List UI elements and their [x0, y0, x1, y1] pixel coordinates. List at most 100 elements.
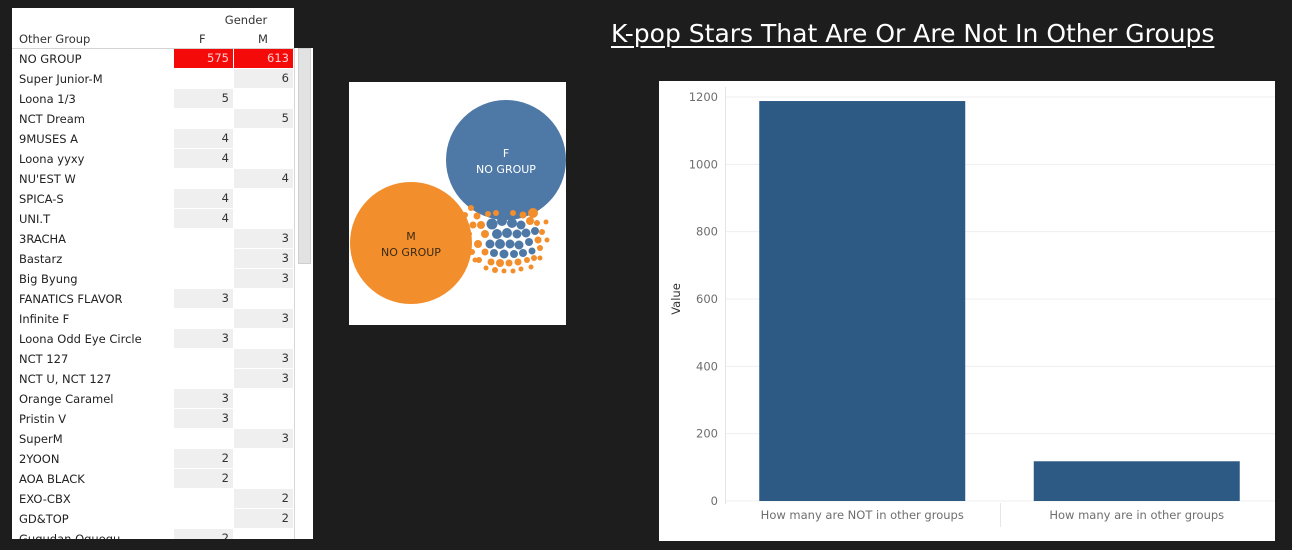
bubble-other-group[interactable]: [483, 265, 489, 271]
cell-f[interactable]: 575: [174, 49, 233, 68]
bubble-other-group[interactable]: [474, 240, 482, 248]
bubble-other-group[interactable]: [531, 227, 539, 235]
cell-m[interactable]: 3: [234, 309, 293, 328]
cell-m[interactable]: [234, 529, 293, 539]
bubble-other-group[interactable]: [481, 248, 489, 256]
table-scrollbar[interactable]: [294, 48, 313, 539]
bubble-other-group[interactable]: [543, 219, 549, 225]
bubble-other-group[interactable]: [505, 259, 513, 267]
bubble-other-group[interactable]: [502, 228, 512, 238]
table-row[interactable]: Orange Caramel 3: [12, 389, 294, 409]
cell-f[interactable]: 3: [174, 409, 233, 428]
cell-f[interactable]: 2: [174, 449, 233, 468]
bubble-other-group[interactable]: [528, 264, 534, 270]
cell-m[interactable]: [234, 89, 293, 108]
bubble-other-group[interactable]: [500, 208, 508, 216]
table-row[interactable]: Infinite F 3: [12, 309, 294, 329]
table-row[interactable]: 2YOON 2: [12, 449, 294, 469]
bubble-other-group[interactable]: [477, 221, 485, 229]
cell-f[interactable]: [174, 349, 233, 368]
table-row[interactable]: UNI.T 4: [12, 209, 294, 229]
table-row[interactable]: AOA BLACK 2: [12, 469, 294, 489]
cell-m[interactable]: 5: [234, 109, 293, 128]
bubble-other-group[interactable]: [514, 258, 522, 266]
bubble-other-group[interactable]: [468, 205, 474, 211]
cell-m[interactable]: 2: [234, 509, 293, 528]
bubble-other-group[interactable]: [493, 210, 499, 216]
cell-f[interactable]: 4: [174, 149, 233, 168]
bar[interactable]: [759, 101, 966, 501]
table-scrollbar-thumb[interactable]: [298, 48, 311, 264]
bubble-other-group[interactable]: [497, 216, 507, 226]
bubble-other-group[interactable]: [473, 212, 481, 220]
bubble-other-group[interactable]: [516, 220, 526, 230]
bubble-other-group[interactable]: [501, 268, 507, 274]
cell-f[interactable]: [174, 429, 233, 448]
cell-m[interactable]: 3: [234, 249, 293, 268]
cell-f[interactable]: [174, 169, 233, 188]
bubble-other-group[interactable]: [466, 231, 472, 237]
table-row[interactable]: NCT U, NCT 127 3: [12, 369, 294, 389]
bubble-other-group[interactable]: [510, 268, 516, 274]
bubble-other-group[interactable]: [462, 212, 468, 218]
bubble-other-group[interactable]: [524, 257, 530, 263]
table-row[interactable]: Loona Odd Eye Circle 3: [12, 329, 294, 349]
bubble-other-group[interactable]: [476, 257, 482, 263]
bubble-other-group[interactable]: [492, 229, 502, 239]
bubble-other-group[interactable]: [518, 266, 524, 272]
table-row[interactable]: 9MUSES A 4: [12, 129, 294, 149]
cell-m[interactable]: 6: [234, 69, 293, 88]
table-row[interactable]: GD&TOP 2: [12, 509, 294, 529]
cell-f[interactable]: [174, 69, 233, 88]
table-row[interactable]: Big Byung 3: [12, 269, 294, 289]
bubble-other-group[interactable]: [496, 259, 504, 267]
bubble-other-group[interactable]: [514, 240, 524, 250]
cell-m[interactable]: 2: [234, 489, 293, 508]
bubble-other-group[interactable]: [499, 249, 509, 259]
cell-m[interactable]: [234, 129, 293, 148]
bubble-other-group[interactable]: [519, 211, 527, 219]
cell-m[interactable]: [234, 149, 293, 168]
bubble-other-group[interactable]: [534, 236, 542, 244]
cell-m[interactable]: 3: [234, 369, 293, 388]
table-row[interactable]: Loona yyxy 4: [12, 149, 294, 169]
bubble-m-no-group[interactable]: [350, 182, 472, 304]
bubble-other-group[interactable]: [526, 217, 534, 225]
cell-m[interactable]: [234, 409, 293, 428]
cell-m[interactable]: [234, 389, 293, 408]
table-row[interactable]: SuperM 3: [12, 429, 294, 449]
cell-f[interactable]: [174, 249, 233, 268]
cell-f[interactable]: [174, 489, 233, 508]
bubble-f-no-group[interactable]: [446, 100, 566, 220]
table-row[interactable]: SPICA-S 4: [12, 189, 294, 209]
bubble-other-group[interactable]: [485, 211, 491, 217]
bubble-other-group[interactable]: [525, 238, 533, 246]
bubble-other-group[interactable]: [458, 223, 464, 229]
table-row[interactable]: NCT 127 3: [12, 349, 294, 369]
cell-f[interactable]: [174, 509, 233, 528]
cell-f[interactable]: 5: [174, 89, 233, 108]
bubble-other-group[interactable]: [521, 228, 531, 238]
cell-f[interactable]: 4: [174, 129, 233, 148]
cell-f[interactable]: 3: [174, 329, 233, 348]
cell-f[interactable]: 2: [174, 469, 233, 488]
cell-f[interactable]: 2: [174, 529, 233, 539]
bubble-other-group[interactable]: [490, 249, 498, 257]
bubble-other-group[interactable]: [505, 239, 515, 249]
table-row[interactable]: Pristin V 3: [12, 409, 294, 429]
bubble-other-group[interactable]: [544, 237, 550, 243]
bubble-other-group[interactable]: [537, 245, 543, 251]
cell-f[interactable]: [174, 269, 233, 288]
cell-m[interactable]: [234, 329, 293, 348]
bubble-other-group[interactable]: [539, 229, 545, 235]
cell-f[interactable]: 4: [174, 209, 233, 228]
bubble-other-group[interactable]: [481, 230, 489, 238]
bubble-other-group[interactable]: [486, 218, 498, 230]
cell-f[interactable]: 3: [174, 289, 233, 308]
cell-m[interactable]: 3: [234, 269, 293, 288]
bubble-other-group[interactable]: [495, 239, 505, 249]
table-row[interactable]: FANATICS FLAVOR 3: [12, 289, 294, 309]
table-row[interactable]: NU'EST W 4: [12, 169, 294, 189]
bubble-other-group[interactable]: [469, 221, 477, 229]
cell-m[interactable]: 3: [234, 349, 293, 368]
